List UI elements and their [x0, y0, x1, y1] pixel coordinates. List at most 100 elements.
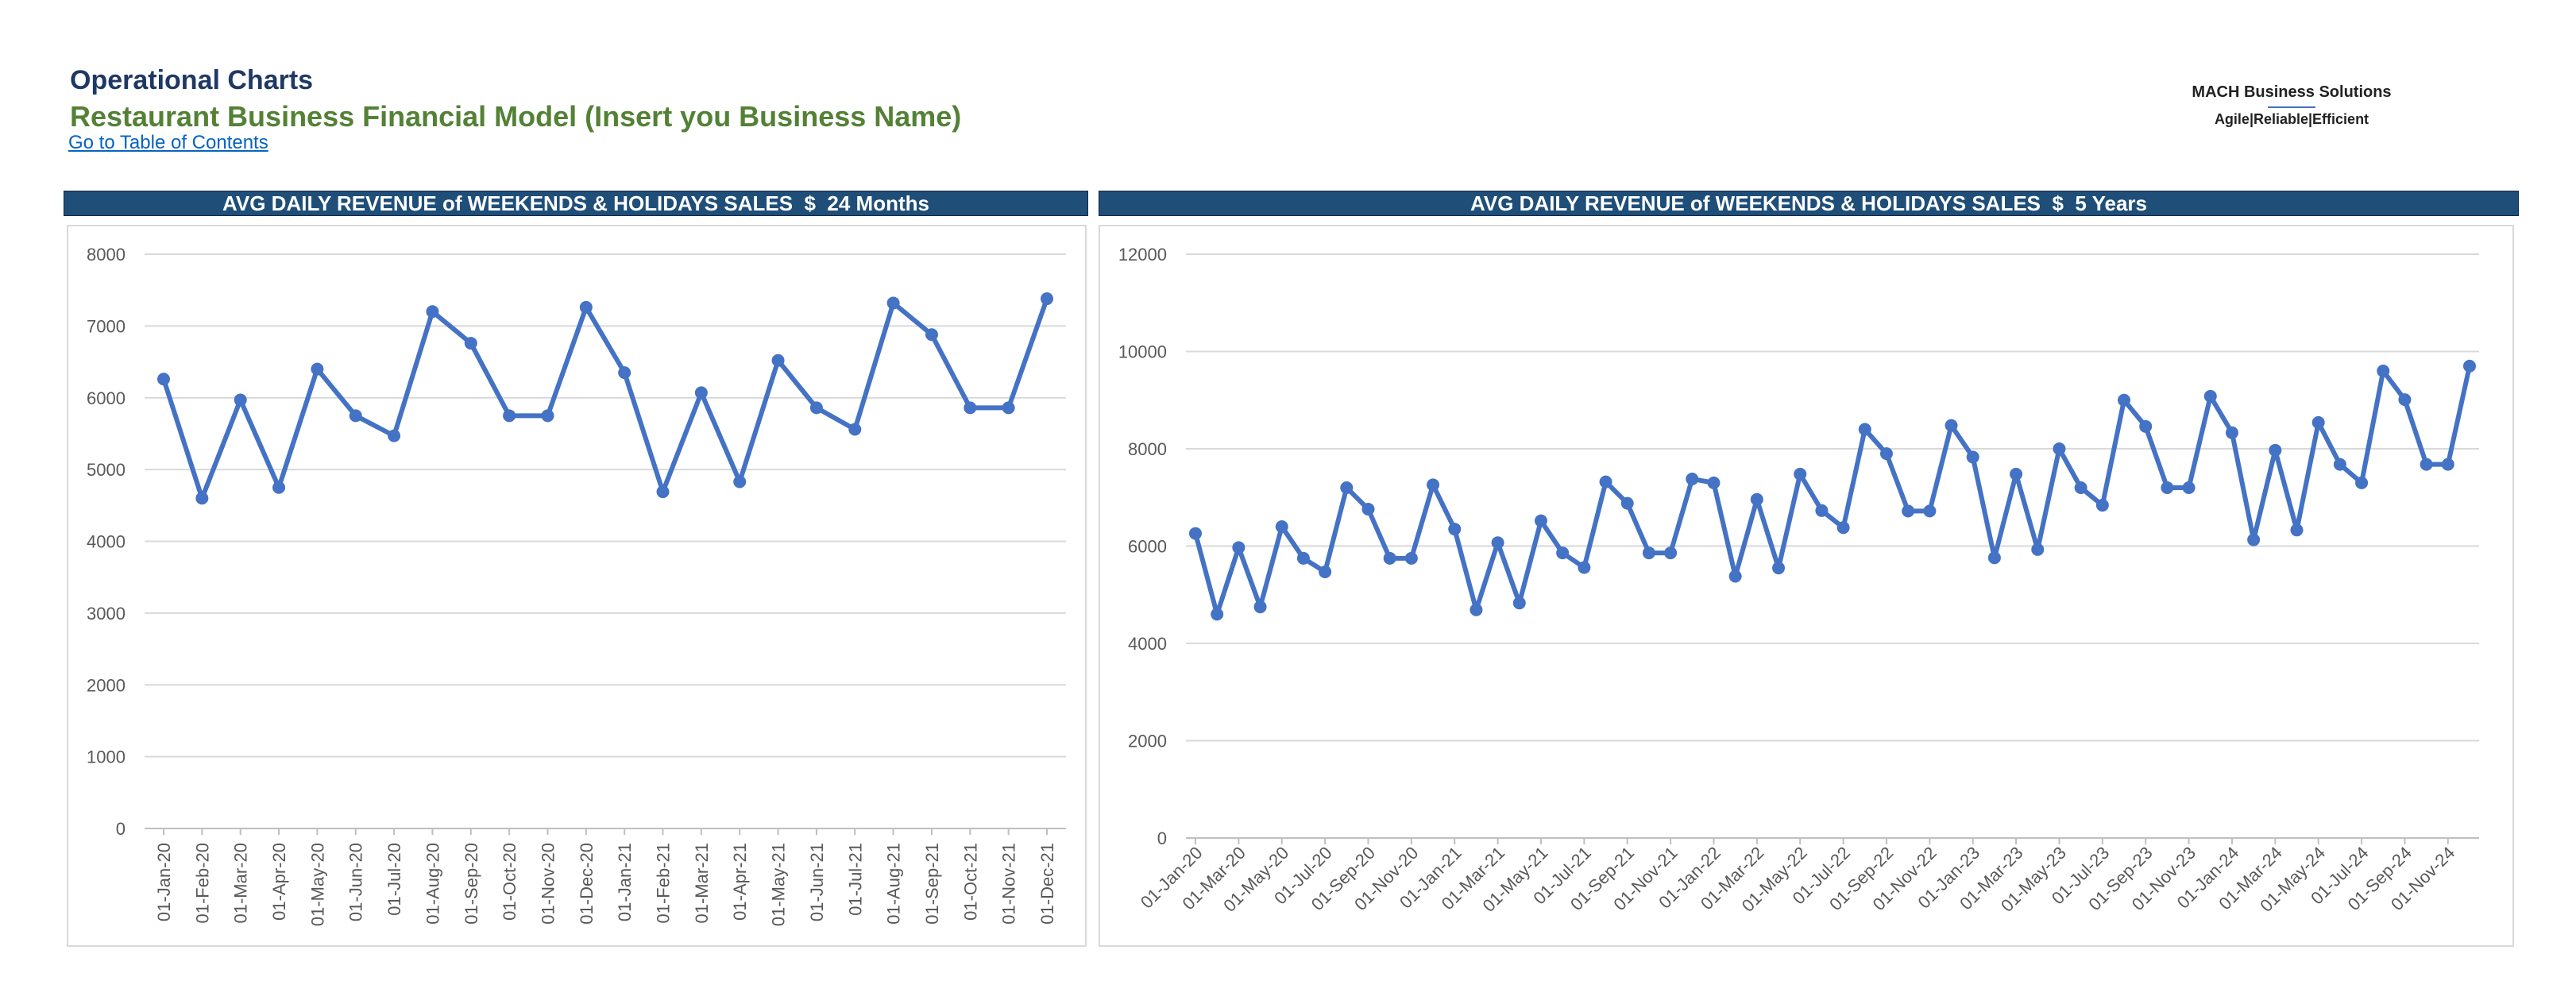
- chart2-data-point: [1815, 504, 1829, 517]
- chart1-data-point: [541, 409, 554, 423]
- chart2-data-point: [1664, 546, 1678, 560]
- chart1-x-tick-label: 01-Aug-20: [423, 843, 442, 925]
- logo-divider: [2268, 106, 2315, 108]
- chart1-data-point: [771, 353, 785, 367]
- chart2-data-point: [1491, 536, 1504, 550]
- chart1-x-tick-label: 01-Jan-20: [154, 843, 174, 921]
- chart2-y-tick-label: 6000: [1128, 537, 1167, 557]
- chart1-x-tick-label: 01-Aug-21: [884, 843, 904, 925]
- chart2-data-point: [1340, 481, 1354, 494]
- chart1-data-point: [311, 362, 324, 376]
- chart1-x-tick-label: 01-Nov-21: [999, 843, 1019, 925]
- chart2-data-point: [1383, 551, 1396, 565]
- chart1-data-point: [157, 373, 170, 386]
- chart2-data-point: [2355, 476, 2369, 489]
- chart2-data-point: [1232, 541, 1246, 554]
- chart2-data-point: [1189, 527, 1202, 540]
- chart1-x-tick-label: 01-Jan-21: [615, 843, 635, 921]
- chart2-data-point: [1361, 502, 1375, 516]
- chart2-data-point: [1296, 551, 1310, 565]
- chart2-data-point: [2333, 458, 2346, 471]
- chart1-data-point: [579, 300, 593, 314]
- chart1-y-tick-label: 6000: [87, 388, 126, 408]
- chart2-data-point: [1707, 476, 1721, 489]
- chart2-data-point: [1253, 601, 1267, 614]
- chart2-data-point: [1923, 504, 1937, 518]
- chart2-y-tick-label: 8000: [1128, 439, 1167, 459]
- chart1-data-point: [733, 475, 747, 489]
- chart2-data-point: [1945, 419, 1958, 432]
- chart1-x-tick-label: 01-May-20: [307, 843, 327, 926]
- chart2-data-point: [2441, 458, 2454, 471]
- chart1-x-tick-label: 01-Sep-20: [462, 843, 481, 925]
- chart1-frame: 0 1000 2000 3000 4000 5000 6000 7000 8000 01-Jan-…: [67, 225, 1087, 947]
- chart1-y-tick-label: 4000: [87, 532, 126, 552]
- chart2-y-tick-label: 2000: [1128, 732, 1167, 751]
- chart1-data-point: [1002, 401, 1015, 415]
- chart2-data-point: [1858, 423, 1871, 436]
- chart1-x-tick-label: 01-Dec-21: [1037, 843, 1057, 925]
- chart1-x-tick-label: 01-Feb-21: [654, 843, 674, 924]
- chart2-data-point: [1620, 496, 1634, 510]
- chart1-x-tick-label: 01-Jun-21: [807, 843, 827, 921]
- chart2-data-point: [2311, 415, 2325, 429]
- chart1-data-point: [656, 485, 670, 499]
- chart1-data-point: [618, 366, 631, 380]
- chart1-series-line: [161, 298, 1049, 501]
- chart1-plot: 0 1000 2000 3000 4000 5000 6000 7000 8000 01-Jan-…: [87, 245, 1066, 926]
- chart1-x-tick-label: 01-Sep-21: [922, 843, 942, 925]
- chart2-data-point: [1879, 447, 1893, 461]
- chart2-y-tick-label: 4000: [1128, 634, 1167, 654]
- chart1-data-point: [964, 401, 977, 415]
- chart1-data-point: [464, 337, 477, 350]
- chart2-data-point: [1728, 570, 1742, 583]
- chart2-title-banner: AVG DAILY REVENUE of WEEKENDS & HOLIDAYS…: [1099, 191, 2519, 216]
- chart2-data-point: [1211, 608, 1224, 621]
- chart1-y-tick-label: 3000: [87, 604, 126, 624]
- chart1-x-tick-label: 01-Nov-20: [538, 843, 558, 925]
- logo-name: MACH Business Solutions: [2192, 83, 2392, 101]
- chart2-data-point: [2247, 533, 2261, 546]
- chart2-data-point: [1772, 562, 1786, 575]
- chart2-data-point: [2182, 481, 2196, 494]
- chart1-x-tick-label: 01-Jul-20: [384, 843, 404, 916]
- chart2-data-point: [1556, 546, 1570, 560]
- chart2-data-point: [2203, 389, 2217, 403]
- chart2-y-tick-label: 10000: [1118, 342, 1167, 362]
- chart1-data-point: [503, 409, 516, 423]
- page-title: Operational Charts: [70, 65, 314, 95]
- chart2-data-point: [1470, 603, 1483, 616]
- chart2-y-tick-label: 12000: [1118, 245, 1167, 265]
- chart2-data-point: [1534, 514, 1547, 527]
- chart1-x-tick-label: 01-Jul-21: [845, 843, 865, 916]
- chart2-data-point: [1275, 520, 1288, 533]
- chart2-data-point: [1319, 565, 1332, 578]
- chart2-frame: 0 2000 4000 6000 8000 10000 12000 01-Jan-20 01-M…: [1099, 225, 2514, 947]
- chart1-x-tick-label: 01-Jun-20: [346, 843, 366, 921]
- chart1-x-tick-label: 01-May-21: [769, 843, 789, 926]
- chart2-data-point: [1794, 467, 1807, 481]
- chart1-data-point: [848, 423, 862, 436]
- chart2-data-point: [2398, 393, 2412, 407]
- chart1-x-tick-label: 01-Apr-20: [269, 843, 289, 921]
- chart1-data-point: [809, 401, 823, 415]
- chart2-series-line: [1193, 365, 2472, 617]
- chart2-data-point: [2118, 393, 2131, 407]
- chart1-x-tick-label: 01-Oct-20: [500, 843, 519, 921]
- chart1-data-point: [195, 492, 209, 505]
- chart1-x-tick-label: 01-Mar-21: [692, 843, 712, 923]
- page-subtitle: Restaurant Business Financial Model (Ins…: [70, 100, 962, 133]
- chart2-data-point: [2463, 359, 2476, 373]
- chart2-data-point: [1686, 472, 1699, 485]
- chart2-data-point: [2225, 426, 2238, 439]
- chart2-data-point: [2420, 458, 2433, 471]
- chart2-data-point: [2074, 481, 2087, 494]
- chart1-y-tick-label: 0: [116, 819, 126, 839]
- chart2-data-point: [1987, 551, 2001, 565]
- logo-tagline: Agile|Reliable|Efficient: [2214, 111, 2369, 127]
- chart1-y-tick-label: 8000: [87, 245, 126, 265]
- table-of-contents-link[interactable]: Go to Table of Contents: [68, 132, 268, 153]
- chart1-data-point: [694, 386, 708, 400]
- chart1-data-point: [886, 296, 900, 310]
- chart2-data-point: [2053, 442, 2066, 455]
